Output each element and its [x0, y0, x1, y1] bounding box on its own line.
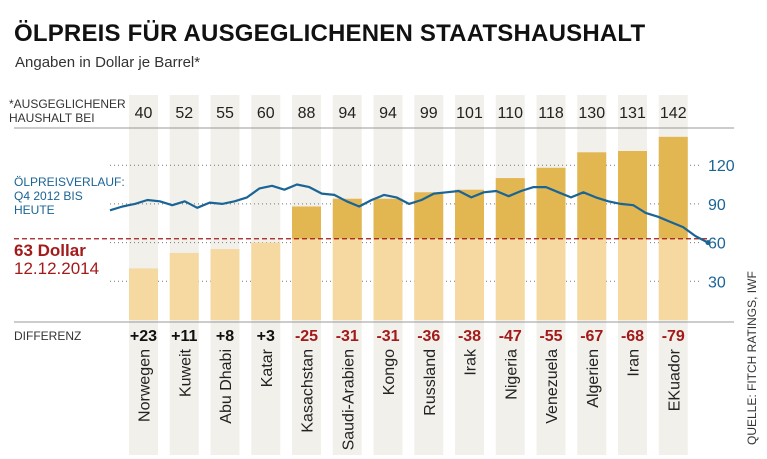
difference-value: +8: [216, 328, 234, 345]
breakeven-value: 52: [175, 105, 193, 122]
breakeven-value: 94: [338, 105, 356, 122]
difference-value: -79: [662, 328, 685, 345]
current-price-label: 63 Dollar: [14, 241, 86, 260]
bar-below-price: [495, 238, 525, 320]
breakeven-value: 110: [497, 105, 523, 122]
difference-value: -67: [580, 328, 603, 345]
difference-value: +11: [171, 328, 197, 345]
country-label: Abu Dhabi: [218, 349, 235, 424]
y-tick-label: 120: [708, 158, 735, 175]
bar-below-price: [618, 238, 647, 320]
bar-above-price: [618, 151, 647, 239]
breakeven-value: 55: [216, 105, 234, 122]
breakeven-row-label: *AUSGEGLICHENER: [9, 97, 126, 111]
difference-value: -25: [295, 328, 318, 345]
line-series-label: Q4 2012 BIS: [14, 189, 83, 203]
breakeven-value: 60: [257, 105, 275, 122]
bar-below-price: [658, 238, 688, 320]
country-label: Kasachstan: [300, 349, 317, 433]
breakeven-value: 131: [619, 105, 646, 122]
breakeven-row-label: HAUSHALT BEI: [9, 111, 95, 125]
oil-price-line: [109, 183, 709, 244]
bar-below-price: [373, 238, 403, 320]
difference-value: -47: [499, 328, 522, 345]
country-label: EKuador: [666, 348, 683, 411]
y-tick-label: 90: [708, 197, 726, 214]
difference-value: -31: [376, 328, 399, 345]
line-series-label: ÖLPREISVERLAUF:: [14, 175, 125, 189]
country-label: Venezuela: [544, 349, 561, 424]
difference-value: +23: [130, 328, 157, 345]
country-label: Irak: [463, 348, 480, 376]
difference-value: -36: [417, 328, 440, 345]
difference-value: -55: [539, 328, 562, 345]
country-label: Nigeria: [503, 349, 520, 400]
bar-below-price: [455, 238, 484, 320]
line-series-label: HEUTE: [14, 203, 55, 217]
bar-above-price: [658, 136, 688, 239]
bar-below-price: [414, 238, 444, 320]
chart-title: ÖLPREIS FÜR AUSGEGLICHENEN STAATSHAUSHAL…: [14, 20, 646, 47]
country-label: Saudi-Arabien: [340, 349, 357, 450]
bar-above-price: [536, 167, 566, 239]
breakeven-value: 94: [379, 105, 397, 122]
country-label: Katar: [259, 348, 276, 387]
bar-below-price: [251, 242, 281, 320]
bar-below-price: [536, 238, 566, 320]
country-label: Norwegen: [137, 349, 154, 422]
breakeven-value: 40: [135, 105, 153, 122]
source-note: QUELLE: FITCH RATINGS, IWF: [745, 271, 759, 445]
difference-row-label: DIFFERENZ: [14, 329, 81, 343]
difference-value: -31: [336, 328, 359, 345]
bar-above-price: [455, 189, 484, 239]
country-label: Iran: [626, 349, 643, 377]
breakeven-value: 118: [538, 105, 564, 122]
y-tick-label: 30: [708, 274, 726, 291]
bar-above-price: [414, 192, 444, 239]
breakeven-value: 88: [298, 105, 316, 122]
bar-below-price: [129, 268, 158, 320]
bar-below-price: [332, 238, 362, 320]
breakeven-value: 130: [578, 105, 605, 122]
breakeven-value: 142: [660, 105, 687, 122]
bar-below-price: [169, 252, 199, 320]
breakeven-value: 99: [420, 105, 438, 122]
chart-subtitle: Angaben in Dollar je Barrel*: [15, 54, 201, 71]
bar-below-price: [577, 238, 607, 320]
country-label: Kuweit: [177, 348, 194, 397]
difference-value: +3: [257, 328, 275, 345]
current-price-point: [705, 240, 711, 246]
y-tick-label: 60: [708, 236, 726, 253]
bar-below-price: [292, 238, 321, 320]
difference-value: -68: [621, 328, 644, 345]
country-label: Kongo: [381, 349, 398, 395]
country-label: Russland: [422, 349, 439, 416]
bar-below-price: [210, 249, 240, 320]
bar-above-price: [373, 198, 403, 239]
bar-above-price: [292, 206, 321, 239]
current-price-date: 12.12.2014: [14, 259, 99, 278]
country-label: Algerien: [585, 349, 602, 408]
difference-value: -38: [458, 328, 481, 345]
bar-above-price: [495, 178, 525, 239]
breakeven-value: 101: [456, 105, 483, 122]
